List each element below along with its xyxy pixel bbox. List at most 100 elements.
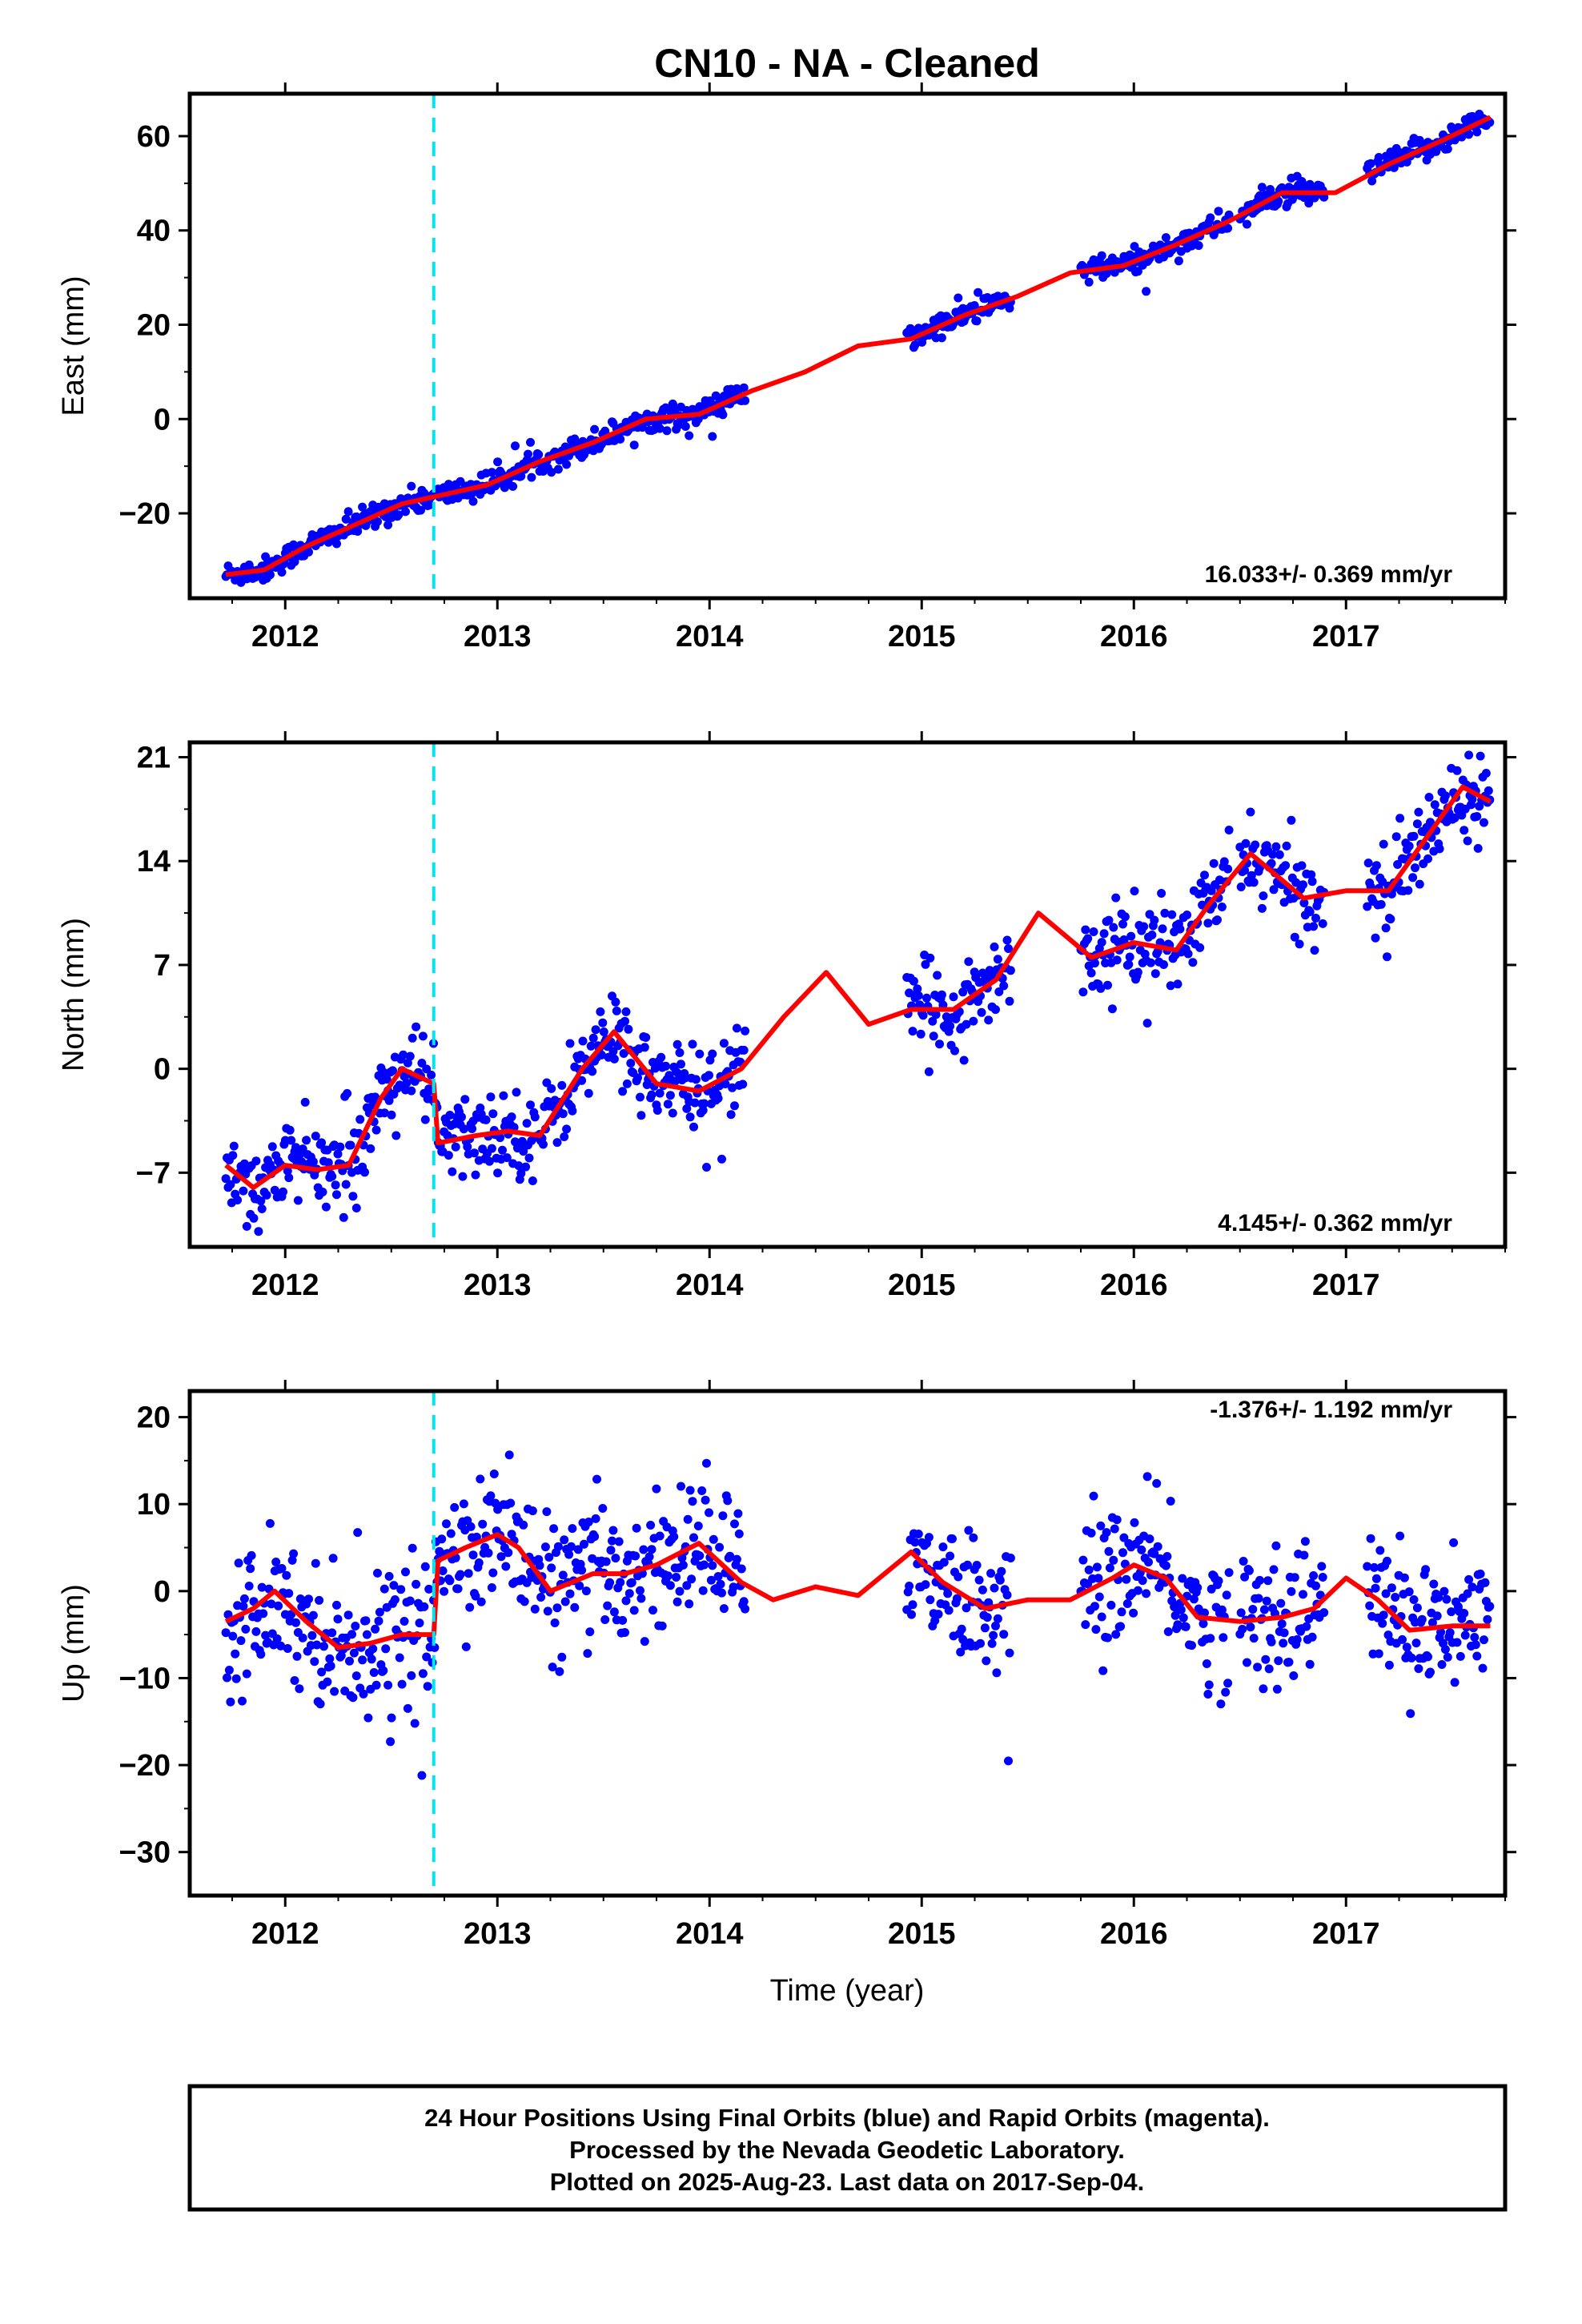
up-data-point <box>1144 1558 1153 1567</box>
north-data-point <box>1083 934 1093 943</box>
north-data-point <box>366 1144 375 1153</box>
north-data-point <box>1150 969 1160 979</box>
up-data-point <box>1130 1518 1139 1527</box>
up-data-point <box>677 1482 685 1491</box>
up-data-point <box>552 1603 562 1613</box>
up-data-point <box>1436 1627 1446 1637</box>
north-data-point <box>382 1075 391 1084</box>
north-frame <box>187 740 1508 1249</box>
up-data-point <box>577 1566 587 1575</box>
north-data-point <box>591 1025 600 1035</box>
east-data-point <box>511 441 520 451</box>
up-data-point <box>669 1532 679 1542</box>
north-data-point <box>991 1005 1000 1015</box>
north-data-point <box>407 1086 416 1096</box>
up-data-point <box>405 1596 415 1606</box>
up-data-point <box>540 1542 550 1552</box>
up-data-point <box>438 1566 448 1575</box>
north-data-point <box>560 1132 569 1141</box>
north-data-point <box>379 1068 388 1077</box>
up-data-point <box>410 1719 420 1728</box>
up-data-point <box>284 1589 294 1598</box>
north-data-point <box>908 1027 917 1036</box>
up-data-point <box>317 1667 327 1677</box>
up-data-point <box>1319 1608 1329 1618</box>
north-data-point <box>498 1145 507 1155</box>
north-data-point <box>624 1024 633 1034</box>
north-data-point <box>1241 838 1251 848</box>
up-frame <box>187 1389 1508 1898</box>
up-data-point <box>282 1570 291 1580</box>
up-data-point <box>403 1703 412 1713</box>
up-data-point <box>1464 1574 1474 1584</box>
up-data-point <box>1412 1603 1422 1613</box>
north-data-point <box>460 1095 470 1104</box>
north-data-point <box>1120 912 1130 922</box>
north-data-point <box>1290 932 1299 942</box>
north-data-point <box>612 1006 621 1015</box>
north-data-point <box>287 1136 296 1145</box>
up-data-point <box>682 1581 692 1590</box>
north-data-point <box>463 1142 472 1152</box>
up-data-point <box>371 1680 381 1690</box>
up-data-point <box>1119 1533 1129 1542</box>
north-data-point <box>1209 858 1219 868</box>
up-data-point <box>1272 1684 1282 1694</box>
north-data-point <box>228 1151 238 1160</box>
up-data-point <box>1483 1614 1492 1624</box>
north-data-point <box>656 1052 666 1062</box>
north-data-point <box>1078 987 1088 997</box>
north-data-point <box>922 993 931 1003</box>
north-data-point <box>422 1064 432 1074</box>
north-data-point <box>1247 870 1256 880</box>
up-data-point <box>1259 1605 1269 1614</box>
up-data-point <box>422 1652 432 1662</box>
up-data-point <box>272 1634 282 1643</box>
up-data-point <box>1302 1622 1311 1631</box>
up-data-point <box>560 1597 570 1606</box>
north-data-point <box>650 1063 660 1073</box>
east-data-point <box>1374 153 1383 162</box>
up-data-point <box>292 1651 302 1661</box>
up-data-point <box>1236 1608 1246 1618</box>
up-data-point <box>1450 1678 1460 1687</box>
north-data-point <box>1104 915 1114 925</box>
up-data-point <box>716 1579 725 1589</box>
up-data-point <box>1284 1658 1294 1667</box>
north-ytick-label: 14 <box>137 845 171 879</box>
north-data-point <box>1126 931 1136 941</box>
north-data-point <box>333 1149 343 1159</box>
north-data-point <box>285 1125 295 1135</box>
up-data-point <box>1178 1574 1187 1583</box>
up-data-point <box>1223 1679 1233 1688</box>
up-data-point <box>1378 1618 1387 1628</box>
up-data-point <box>1243 1658 1251 1667</box>
up-data-point <box>1203 1690 1213 1699</box>
up-data-point <box>493 1505 503 1514</box>
up-data-point <box>695 1551 705 1561</box>
north-data-point <box>1004 944 1013 953</box>
up-data-point <box>504 1450 514 1460</box>
up-data-point <box>982 1613 992 1622</box>
up-data-point <box>598 1504 608 1513</box>
north-data-point <box>379 1108 389 1118</box>
up-data-point <box>907 1610 916 1619</box>
caption-line-1: 24 Hour Positions Using Final Orbits (bl… <box>424 2104 1270 2132</box>
north-data-point <box>542 1078 552 1088</box>
up-data-point <box>1463 1589 1472 1598</box>
up-data-point <box>581 1586 591 1596</box>
north-xtick-label: 2015 <box>888 1269 956 1302</box>
up-panel: −30 −20 −10 0 10 20 2012 2013 2014 2015 2016 2017 Up… <box>57 1380 1516 1951</box>
north-data-point <box>1249 878 1259 887</box>
north-data-point <box>1381 923 1391 933</box>
north-data-point <box>1472 812 1482 821</box>
north-data-point <box>1480 818 1488 827</box>
up-data-point <box>461 1642 471 1651</box>
east-data-point <box>487 468 496 477</box>
up-data-point <box>700 1560 709 1570</box>
up-data-point <box>1289 1671 1299 1680</box>
north-data-point <box>688 1039 697 1049</box>
caption-line-2: Processed by the Nevada Geodetic Laborat… <box>569 2136 1125 2164</box>
up-rate-label: -1.376+/- 1.192 mm/yr <box>1210 1397 1452 1423</box>
north-data-point <box>488 1109 498 1119</box>
